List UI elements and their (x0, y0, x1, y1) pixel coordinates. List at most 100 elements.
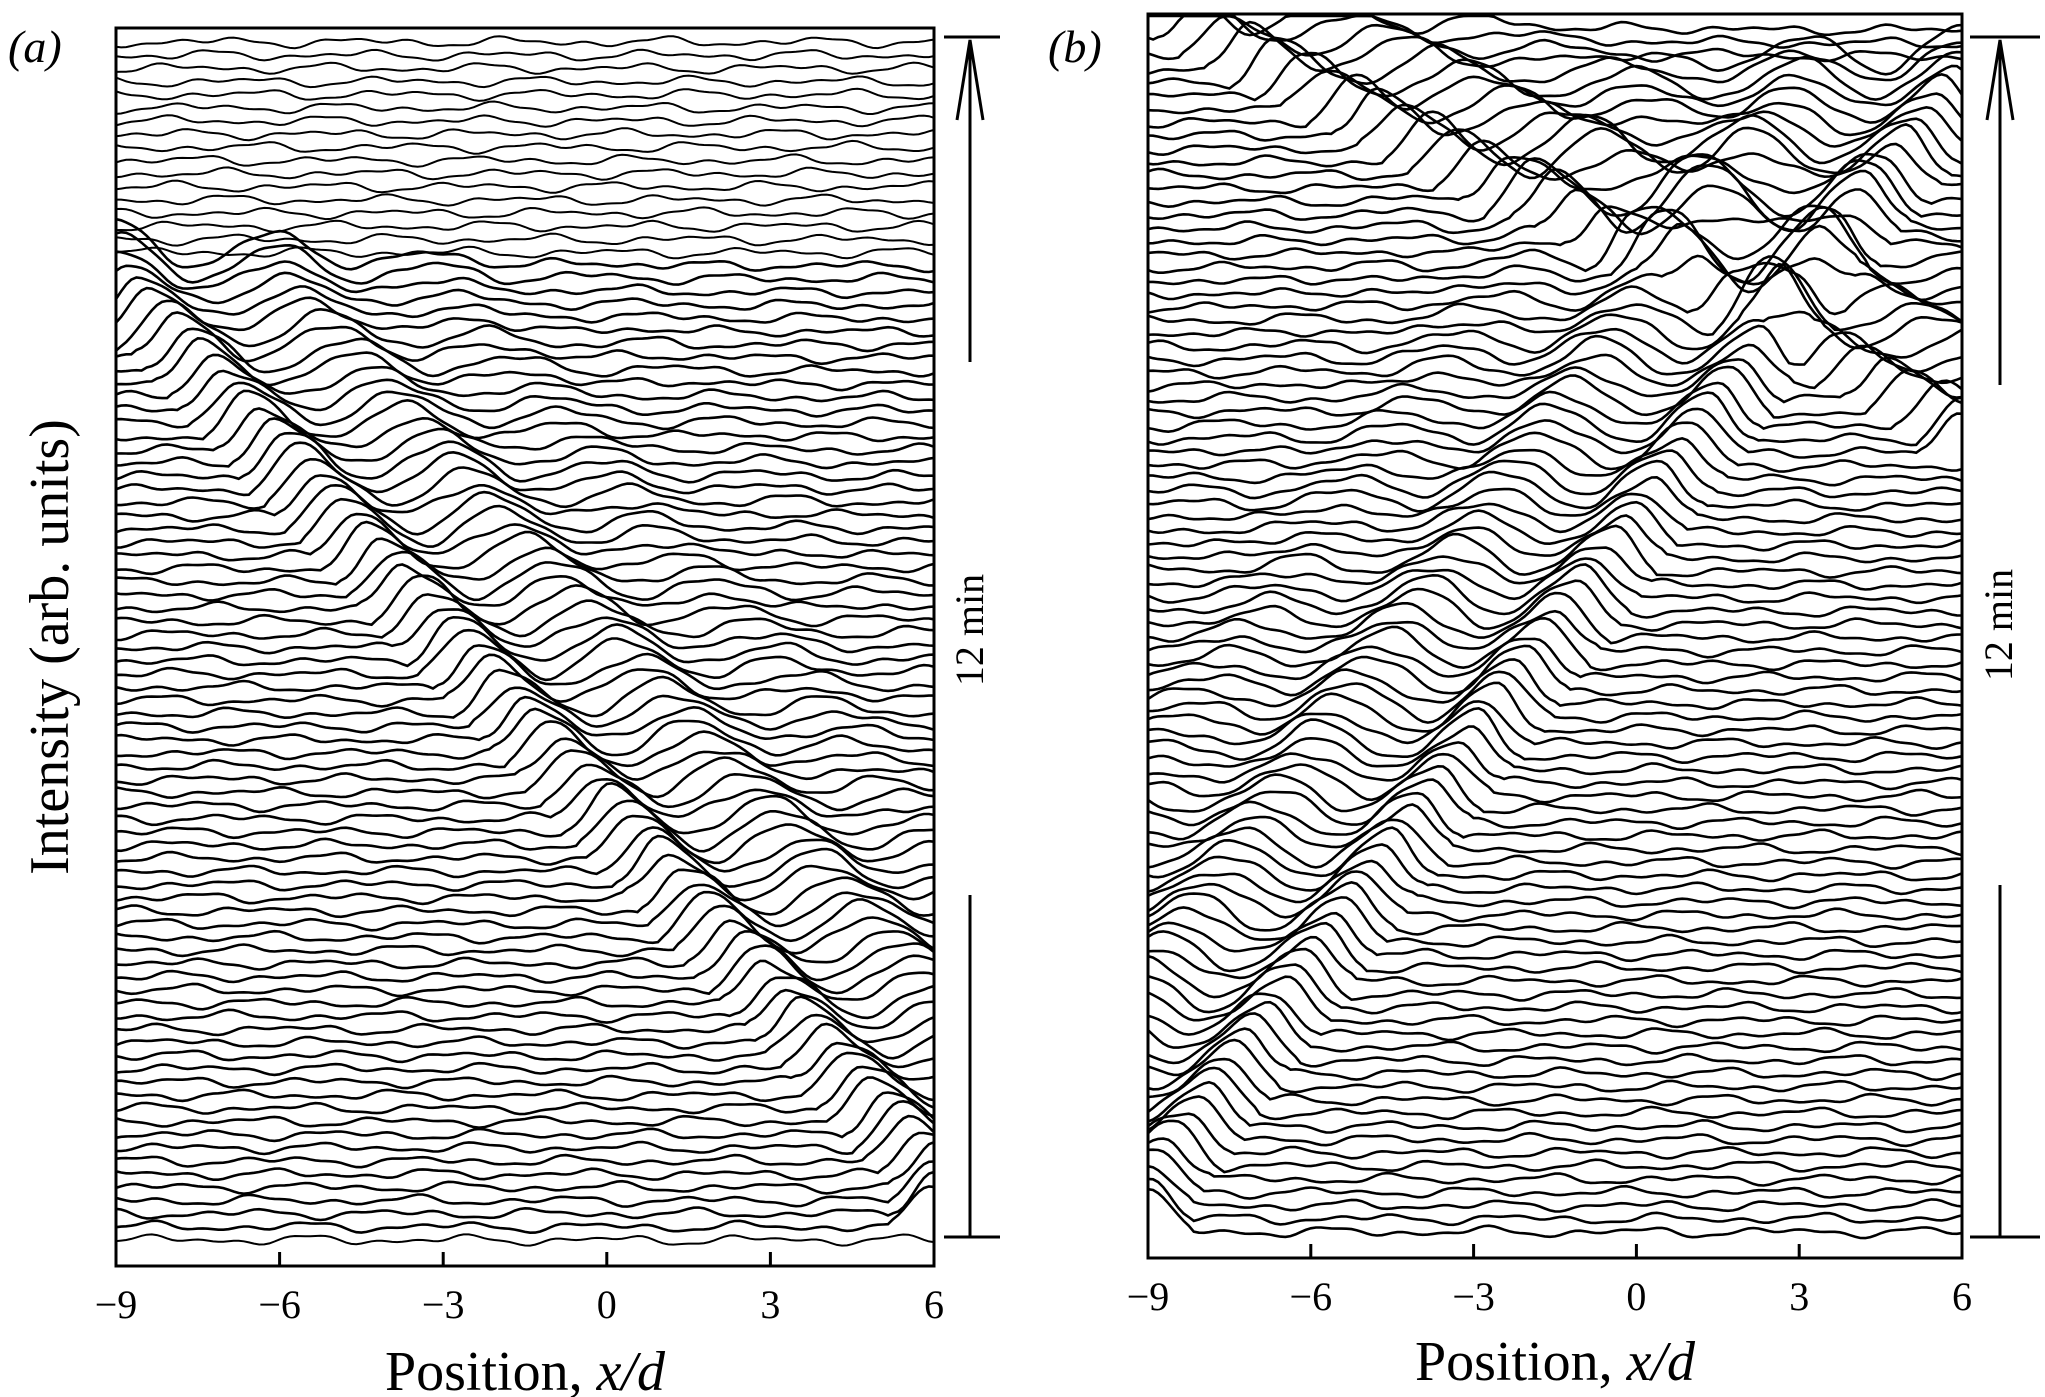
panel-b-trace-83 (1147, 103, 1963, 157)
panel-b-trace-74 (1147, 204, 1963, 274)
panel-a-label: (a) (8, 21, 62, 72)
panel-b-x-axis: −9 −6 −3 0 3 6 (1127, 1244, 1972, 1319)
panel-b-trace-5 (1147, 1137, 1963, 1187)
panel-a-trace-19 (115, 959, 935, 1011)
panel-a-trace-45 (115, 615, 935, 668)
panel-a-trace-22 (115, 919, 935, 971)
panel-a-x-axis-label: Position, x/d (385, 1341, 666, 1397)
panel-b-trace-45 (1147, 609, 1963, 659)
panel-a-trace-49 (115, 563, 935, 614)
panel-b-trace-46 (1147, 591, 1963, 645)
panel-b-trace-58 (1147, 437, 1963, 487)
panel-b-trace-2 (1147, 1177, 1963, 1227)
panel-a-trace-88 (115, 87, 935, 102)
panel-a-trace-24 (115, 890, 935, 945)
panel-b-time-scale-label: 12 min (1976, 569, 2021, 681)
panel-a-trace-54 (115, 497, 935, 549)
panel-b-trace-32 (1147, 778, 1963, 830)
panel-a-trace-42 (115, 653, 934, 708)
panel-a-trace-15 (115, 1013, 935, 1064)
panel-b-trace-66 (1147, 324, 1963, 380)
panel-b-trace-65 (1147, 343, 1963, 393)
panel-a-trace-72 (115, 264, 935, 312)
panel-a-frame (114, 26, 936, 1268)
panel-a-trace-68 (115, 311, 934, 366)
panel-b-trace-27 (1147, 843, 1963, 896)
panel-b-trace-30 (1147, 803, 1963, 857)
panel-b-trace-59 (1147, 421, 1963, 473)
panel-b-trace-64 (1147, 356, 1963, 404)
panel-b-trace-75 (1147, 205, 1963, 261)
panel-a-trace-53 (115, 512, 935, 562)
panel-a-trace-40 (115, 686, 935, 734)
panel-a-x-tick-label-1: −9 (95, 1282, 138, 1327)
panel-a-trace-37 (115, 720, 935, 772)
panel-a-trace-21 (115, 930, 935, 984)
panel-a-trace-44 (115, 628, 935, 682)
panel-b-trace-16 (1147, 992, 1963, 1042)
panel-b-trace-39 (1147, 681, 1963, 738)
panel-a-traces (114, 35, 935, 1247)
panel-b-trace-6 (1147, 1119, 1963, 1174)
panel-b-trace-31 (1147, 791, 1963, 842)
panel-a-trace-10 (115, 1076, 935, 1130)
panel-b-trace-3 (1147, 1164, 1963, 1213)
panel-b-trace-87 (1147, 50, 1963, 102)
panel-b-trace-42 (1147, 644, 1963, 697)
panel-a-x-tick-label-4: 0 (597, 1282, 617, 1327)
panel-b-x-tick-label-4: 0 (1626, 1274, 1646, 1319)
panel-a-trace-66 (115, 336, 935, 392)
panel-b-trace-80 (1147, 139, 1963, 195)
panel-a-trace-84 (115, 139, 935, 155)
panel-b-trace-43 (1147, 637, 1963, 685)
panel-b-time-scale: 12 min (1970, 35, 2040, 1239)
panel-a-trace-16 (115, 995, 935, 1050)
panel-b-trace-29 (1147, 818, 1963, 870)
panel-a: (a) −9 −6 −3 0 3 6 Position, x/d Intensity (a… (8, 21, 1000, 1397)
panel-b-trace-51 (1147, 524, 1963, 579)
panel-b-trace-48 (1147, 563, 1963, 619)
panel-a-y-axis-label: Intensity (arb. units) (19, 419, 81, 875)
panel-a-trace-28 (115, 834, 935, 892)
panel-b-trace-7 (1147, 1112, 1963, 1160)
panel-a-trace-33 (115, 777, 935, 827)
panel-a-trace-6 (115, 1131, 935, 1181)
panel-b-trace-25 (1147, 870, 1963, 923)
panel-b-trace-92 (1148, 14, 1963, 37)
panel-a-trace-9 (115, 1091, 935, 1143)
panel-a-trace-30 (115, 814, 935, 866)
panel-a-trace-43 (115, 644, 935, 693)
panel-b-trace-47 (1147, 579, 1963, 632)
panel-a-trace-36 (115, 737, 935, 786)
panel-a-trace-25 (115, 883, 935, 932)
panel-b-trace-37 (1147, 706, 1963, 765)
panel-b-trace-28 (1147, 826, 1963, 883)
panel-b-frame (1146, 12, 1964, 1260)
panel-b-trace-36 (1147, 725, 1963, 776)
panel-b-trace-38 (1147, 700, 1963, 751)
panel-b-trace-63 (1147, 365, 1963, 420)
panel-a-trace-13 (115, 1041, 935, 1090)
panel-a-trace-64 (115, 369, 935, 418)
panel-b-trace-13 (1147, 1027, 1963, 1082)
panel-a-trace-2 (115, 1185, 935, 1235)
panel-a-trace-51 (115, 537, 934, 587)
panel-a-trace-85 (115, 127, 935, 142)
panel-b-trace-49 (1147, 557, 1963, 605)
panel-b-trace-26 (1147, 859, 1963, 910)
panel-b-trace-23 (1147, 896, 1963, 949)
panel-a-trace-73 (115, 250, 935, 300)
panel-b-trace-71 (1147, 254, 1962, 314)
panel-b-trace-55 (1147, 475, 1963, 525)
panel-a-trace-38 (116, 707, 935, 761)
panel-b-trace-20 (1147, 935, 1963, 988)
panel-b-trace-79 (1147, 152, 1963, 209)
panel-a-trace-61 (115, 407, 935, 456)
panel-a-time-scale-arrowhead (955, 39, 985, 121)
panel-a-trace-4 (115, 1160, 935, 1208)
panel-a-trace-71 (114, 276, 935, 324)
panel-a-trace-7 (115, 1114, 935, 1169)
panel-a-trace-89 (115, 74, 935, 89)
panel-b-trace-10 (1147, 1066, 1963, 1121)
panel-a-trace-63 (115, 381, 935, 431)
